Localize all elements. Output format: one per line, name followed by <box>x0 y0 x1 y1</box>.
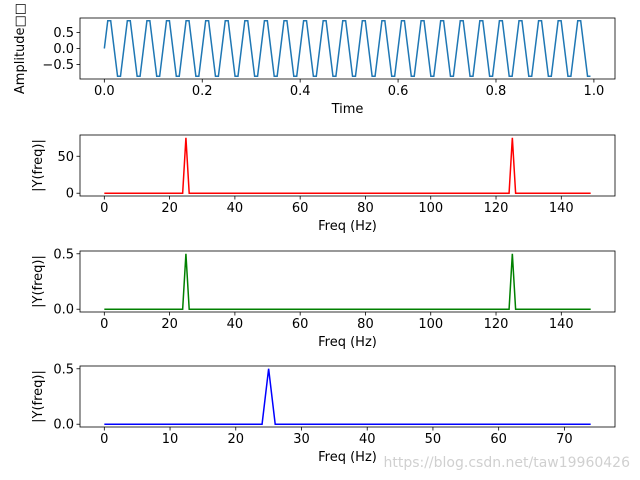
x-tick-label: 0.8 <box>486 84 507 99</box>
y-tick-label: 0.5 <box>53 247 74 262</box>
x-tick-label: 60 <box>292 201 309 216</box>
x-tick-label: 0 <box>100 432 108 447</box>
x-axis-label: Freq (Hz) <box>318 219 377 234</box>
x-tick-label: 40 <box>227 317 244 332</box>
x-tick-label: 100 <box>418 201 443 216</box>
x-tick-label: 20 <box>161 317 178 332</box>
x-axis-label: Freq (Hz) <box>318 450 377 465</box>
x-tick-label: 60 <box>292 317 309 332</box>
x-tick-label: 20 <box>161 201 178 216</box>
y-tick-label: 0.5 <box>53 26 74 41</box>
watermark: https://blog.csdn.net/taw19960426 <box>383 455 630 471</box>
y-tick-label: 0.0 <box>53 42 74 57</box>
x-tick-label: 40 <box>359 432 376 447</box>
x-tick-label: 60 <box>490 432 507 447</box>
signal-line <box>104 253 591 310</box>
x-tick-label: 30 <box>293 432 310 447</box>
x-tick-label: 1.0 <box>584 84 605 99</box>
x-tick-label: 0.4 <box>290 84 311 99</box>
axes-frame <box>79 365 616 428</box>
x-axis-label: Freq (Hz) <box>318 335 377 350</box>
x-tick-label: 0.0 <box>94 84 115 99</box>
axes-frame <box>79 134 616 197</box>
x-tick-label: 80 <box>357 201 374 216</box>
signal-line <box>104 137 591 194</box>
y-tick-label: 0.0 <box>53 303 74 318</box>
y-axis-label: |Y(freq)| <box>31 139 46 192</box>
axes-frame <box>79 250 616 313</box>
x-tick-label: 80 <box>357 317 374 332</box>
x-tick-label: 70 <box>556 432 573 447</box>
y-tick-label: −0.5 <box>42 58 74 73</box>
x-tick-label: 140 <box>549 201 574 216</box>
y-tick-label: 0.5 <box>53 362 74 377</box>
x-tick-label: 0 <box>100 201 108 216</box>
x-tick-label: 10 <box>162 432 179 447</box>
x-tick-label: 50 <box>425 432 442 447</box>
y-axis-label: |Y(freq)| <box>31 370 46 423</box>
signal-line <box>103 20 591 77</box>
y-axis-label: |Y(freq)| <box>31 255 46 308</box>
x-tick-label: 0 <box>100 317 108 332</box>
signal-line <box>104 368 591 425</box>
x-tick-label: 0.2 <box>192 84 213 99</box>
y-axis-label: Amplitude□□ <box>13 3 28 94</box>
x-tick-label: 120 <box>484 317 509 332</box>
y-tick-label: 0 <box>66 187 74 202</box>
x-tick-label: 120 <box>484 201 509 216</box>
y-tick-label: 0.0 <box>53 418 74 433</box>
x-tick-label: 0.6 <box>388 84 409 99</box>
x-tick-label: 100 <box>418 317 443 332</box>
x-tick-label: 40 <box>227 201 244 216</box>
y-tick-label: 50 <box>57 150 74 165</box>
x-axis-label: Time <box>331 102 364 117</box>
x-tick-label: 140 <box>549 317 574 332</box>
x-tick-label: 20 <box>227 432 244 447</box>
